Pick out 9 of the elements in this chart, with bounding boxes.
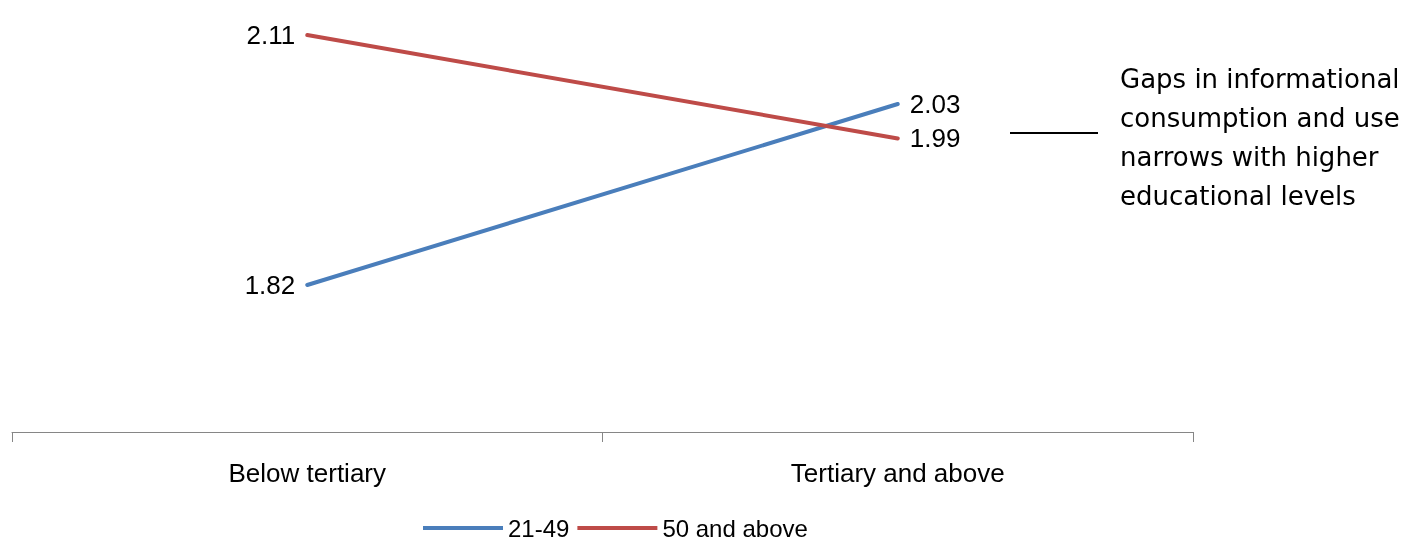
annotation: Gaps in informational consumption and use narrows with higher educational levels xyxy=(1120,63,1401,213)
legend-label: 21-49 xyxy=(508,514,570,542)
data-label: 1.82 xyxy=(244,270,296,300)
x-tick-label: Tertiary and above xyxy=(790,458,1005,488)
data-label: 1.99 xyxy=(909,123,961,154)
data-label: 2.03 xyxy=(909,88,961,119)
legend-label: 50 and above xyxy=(662,514,808,542)
x-tick-label: Below tertiary xyxy=(228,458,386,488)
data-label: 2.11 xyxy=(246,20,296,50)
